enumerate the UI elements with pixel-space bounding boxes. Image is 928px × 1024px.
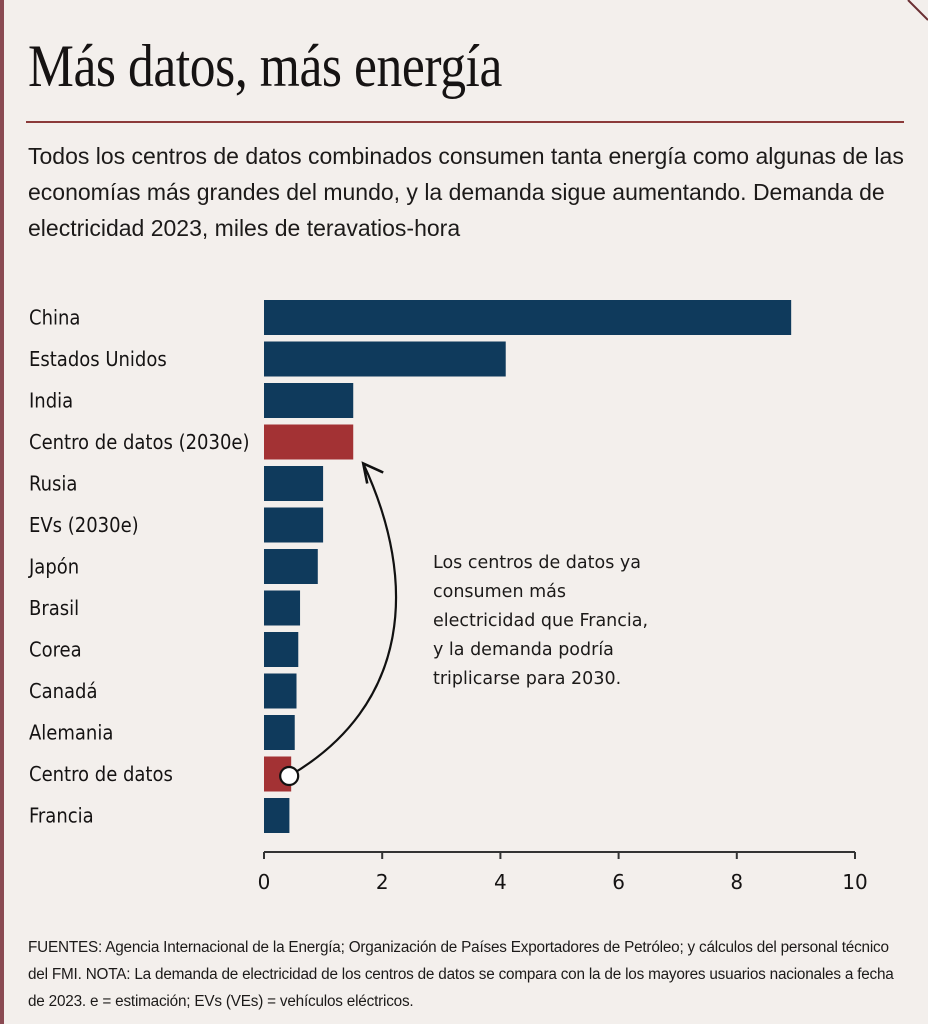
category-label-estados-unidos: Estados Unidos — [29, 347, 167, 371]
x-tick-label-6: 6 — [612, 870, 625, 894]
bar-corea — [264, 632, 299, 667]
title-divider — [26, 121, 904, 123]
x-axis: 0 2 4 6 8 10 — [258, 851, 868, 894]
bars-group — [264, 300, 792, 833]
left-border — [0, 0, 4, 1024]
annotation-origin-marker — [279, 765, 300, 787]
footnote: FUENTES: Agencia Internacional de la Ene… — [28, 939, 894, 1010]
annotation-arrow — [288, 463, 398, 777]
annotation-text: Los centros de datos ya consumen más ele… — [433, 553, 649, 689]
chart-subtitle: Todos los centros de datos combinados co… — [28, 143, 904, 241]
bar-canada — [264, 673, 297, 709]
category-label-centro-de-datos-2030e: Centro de datos (2030e) — [29, 430, 249, 454]
bar-francia — [264, 798, 290, 833]
x-tick-label-8: 8 — [730, 870, 743, 894]
category-label-canada: Canadá — [29, 679, 97, 703]
x-tick-label-0: 0 — [258, 870, 271, 894]
bar-rusia — [264, 466, 324, 501]
category-label-japon: Japón — [28, 555, 79, 579]
x-tick-label-2: 2 — [376, 870, 389, 894]
bar-india — [264, 383, 354, 418]
bar-estados-unidos — [264, 341, 506, 377]
category-labels-group: China Estados Unidos India Centro de datos … — [28, 306, 249, 828]
x-tick-label-4: 4 — [494, 870, 507, 894]
category-label-rusia: Rusia — [29, 472, 77, 496]
category-label-india: India — [29, 389, 73, 413]
bar-chart: China Estados Unidos India Centro de datos … — [28, 300, 868, 894]
chart-title: Más datos, más energía — [28, 33, 502, 99]
category-label-francia: Francia — [29, 804, 94, 828]
category-label-brasil: Brasil — [29, 596, 79, 620]
bar-evs-2030e — [264, 507, 324, 543]
bar-centro-de-datos-2030e — [264, 424, 354, 460]
category-label-alemania: Alemania — [29, 721, 113, 745]
bar-alemania — [264, 715, 295, 750]
bar-japon — [264, 549, 318, 584]
category-label-centro-de-datos: Centro de datos — [29, 762, 173, 786]
category-label-china: China — [29, 306, 80, 330]
category-label-corea: Corea — [29, 638, 82, 662]
category-label-evs-2030e: EVs (2030e) — [29, 513, 139, 537]
corner-decoration — [907, 0, 928, 21]
arrowhead-icon — [361, 461, 384, 484]
bar-brasil — [264, 590, 301, 626]
bar-china — [264, 300, 792, 335]
x-tick-label-10: 10 — [842, 870, 867, 894]
annotation-arrow-group — [279, 461, 398, 787]
